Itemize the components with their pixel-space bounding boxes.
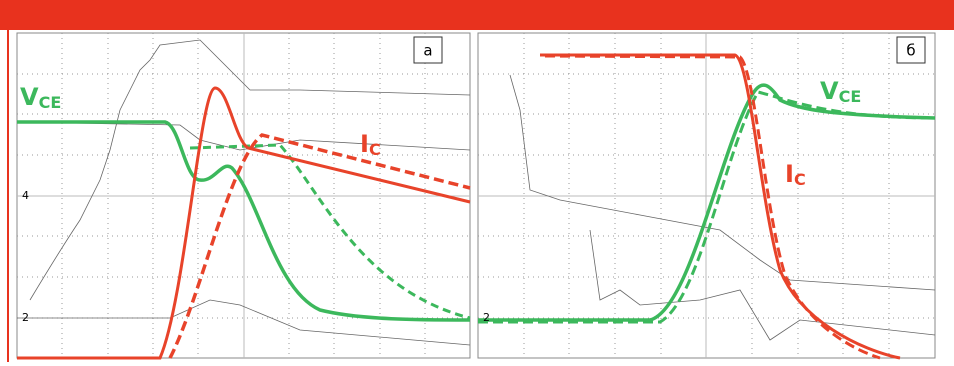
top-bar [0,0,954,30]
marker: 2 [22,311,29,324]
ic-main: I [360,130,369,158]
panel-label: а [423,42,432,60]
panel-a: а VCE IC 4 2 [17,33,470,358]
figure: а VCE IC 4 2 б VCE IC 2 [0,0,954,362]
ic-main: I [785,160,794,188]
vce-main: V [820,77,839,105]
vce-sub: CE [39,93,62,112]
marker: 4 [22,189,29,202]
vce-sub: CE [839,87,862,106]
marker: 2 [483,311,490,324]
panel-b: б VCE IC 2 [478,33,935,358]
vce-main: V [20,83,39,111]
ic-sub: C [369,140,381,159]
panel-label: б [906,42,915,60]
ic-sub: C [794,170,806,189]
